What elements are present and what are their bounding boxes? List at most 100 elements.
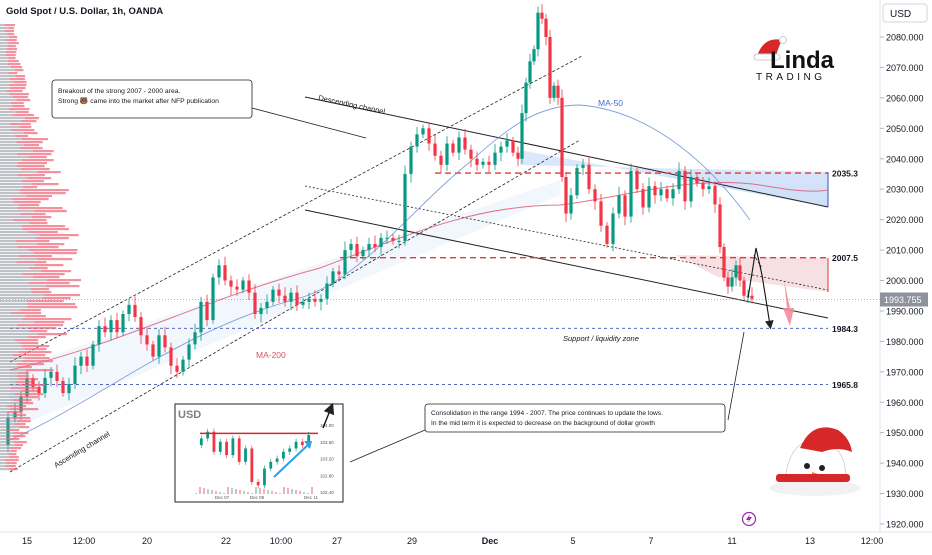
profile-bar-red bbox=[10, 102, 24, 105]
profile-bar-red bbox=[14, 339, 39, 342]
candle bbox=[560, 89, 564, 182]
profile-bar-grey bbox=[0, 384, 19, 387]
profile-bar-red bbox=[29, 267, 48, 270]
profile-bar-grey bbox=[0, 60, 9, 63]
profile-bar-grey bbox=[0, 411, 9, 414]
profile-bar-grey bbox=[0, 348, 25, 351]
profile-bar-red bbox=[31, 288, 50, 291]
candle-body bbox=[750, 295, 754, 299]
profile-bar-grey bbox=[0, 240, 16, 243]
profile-bar-red bbox=[18, 426, 30, 429]
profile-bar-grey bbox=[0, 207, 18, 210]
profile-bar-red bbox=[37, 243, 65, 246]
profile-bar-grey bbox=[0, 429, 7, 432]
candle bbox=[319, 293, 323, 311]
candle-body bbox=[689, 177, 693, 202]
candle-body bbox=[599, 201, 603, 226]
candle-body bbox=[85, 356, 89, 366]
time-tick-label: 22 bbox=[221, 536, 231, 546]
candle-body bbox=[683, 170, 687, 202]
candle bbox=[481, 158, 485, 169]
profile-bar-grey bbox=[0, 219, 14, 222]
profile-bar-grey bbox=[0, 303, 28, 306]
price-tick-label: 1990.000 bbox=[886, 306, 924, 316]
candle-body bbox=[235, 286, 239, 290]
profile-bar-red bbox=[9, 447, 22, 450]
support-zone-label: Support / liquidity zone bbox=[563, 334, 639, 343]
candle bbox=[337, 265, 341, 282]
profile-bar-red bbox=[21, 402, 34, 405]
profile-bar-red bbox=[15, 240, 50, 243]
candle-body bbox=[451, 143, 455, 153]
candle-body bbox=[361, 250, 365, 257]
currency-button[interactable]: USD bbox=[882, 3, 928, 23]
candle bbox=[665, 185, 669, 202]
forecast-path-black bbox=[747, 247, 774, 330]
candle-body bbox=[730, 277, 734, 287]
profile-bar-grey bbox=[0, 279, 47, 282]
profile-bar-red bbox=[16, 165, 45, 168]
profile-bar-red bbox=[32, 183, 59, 186]
candle-body bbox=[439, 155, 443, 165]
candle-body bbox=[587, 164, 591, 190]
profile-bar-grey bbox=[0, 351, 19, 354]
profile-bar-grey bbox=[0, 375, 17, 378]
candle-body bbox=[313, 298, 317, 302]
usd-inset-candle bbox=[263, 468, 266, 486]
candle bbox=[629, 163, 633, 223]
profile-bar-red bbox=[6, 429, 20, 432]
profile-bar-red bbox=[21, 390, 39, 393]
usd-inset-volume-bar bbox=[227, 487, 229, 494]
candle-body bbox=[331, 271, 335, 284]
profile-bar-red bbox=[16, 111, 29, 114]
candle bbox=[587, 156, 591, 195]
profile-bar-grey bbox=[0, 450, 11, 453]
candle bbox=[421, 124, 425, 139]
candle-body bbox=[145, 335, 149, 345]
candle-body bbox=[157, 335, 161, 357]
profile-bar-red bbox=[12, 432, 29, 435]
level-label-1965.8: 1965.8 bbox=[832, 380, 858, 390]
candles-layer bbox=[6, 4, 754, 453]
profile-bar-red bbox=[5, 459, 19, 462]
candle bbox=[313, 290, 317, 307]
usd-inset-volume-bar bbox=[299, 491, 301, 494]
candle-body bbox=[415, 134, 419, 147]
moving-averages-layer: MA-50 MA-200 bbox=[9, 98, 829, 441]
profile-bar-red bbox=[10, 129, 35, 132]
candle-body bbox=[211, 277, 215, 321]
profile-bar-red bbox=[27, 303, 76, 306]
candle bbox=[536, 6, 540, 57]
profile-bar-grey bbox=[0, 318, 23, 321]
profile-bar-grey bbox=[0, 39, 6, 42]
profile-bar-red bbox=[12, 354, 46, 357]
profile-bar-grey bbox=[0, 465, 6, 468]
usd-inset-time-label: Dec 11 bbox=[304, 495, 318, 500]
usd-inset-candle bbox=[282, 451, 285, 459]
candle bbox=[695, 173, 699, 187]
usd-inset-chart[interactable]: USD 104.00 103.60 103.20 102.80 102.40 Dec 07 D… bbox=[174, 402, 344, 503]
candle bbox=[175, 358, 179, 378]
candle bbox=[581, 158, 585, 176]
profile-bar-red bbox=[19, 342, 39, 345]
profile-bar-grey bbox=[0, 273, 23, 276]
candle bbox=[683, 166, 687, 210]
candle bbox=[379, 233, 383, 256]
candle-body bbox=[301, 301, 305, 305]
resistance-zone-upper bbox=[520, 150, 828, 207]
profile-bar-red bbox=[5, 465, 16, 468]
candle-body bbox=[319, 298, 323, 302]
lightning-icon[interactable] bbox=[741, 511, 757, 527]
candle bbox=[67, 377, 71, 401]
candle bbox=[79, 351, 83, 375]
profile-bar-red bbox=[13, 399, 32, 402]
candle bbox=[707, 177, 711, 195]
descending-channel-upper bbox=[304, 96, 829, 208]
candle-body bbox=[349, 243, 353, 251]
profile-bar-red bbox=[7, 33, 15, 36]
profile-bar-red bbox=[9, 87, 26, 90]
profile-bar-red bbox=[6, 462, 17, 465]
profile-bar-grey bbox=[0, 225, 22, 228]
profile-bar-grey bbox=[0, 300, 27, 303]
